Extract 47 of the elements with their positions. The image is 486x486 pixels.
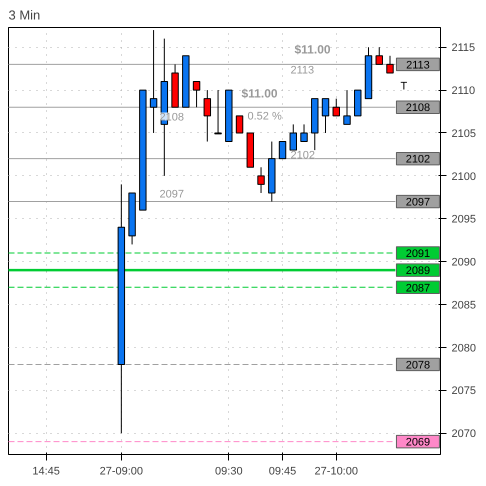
y-tick-label: 2075 xyxy=(452,385,476,398)
candlestick xyxy=(204,90,212,142)
candlestick xyxy=(257,166,265,194)
annotation: $11.00 xyxy=(294,42,331,56)
candlestick xyxy=(192,81,200,108)
ref-line-label: 2113 xyxy=(406,59,430,72)
y-tick-label: 2095 xyxy=(452,214,476,226)
y-tick-label: 2085 xyxy=(452,299,476,312)
candlestick xyxy=(300,124,308,142)
x-tick-label: 09:45 xyxy=(268,466,296,478)
x-tick-label: 09:30 xyxy=(215,466,243,478)
y-tick-label: 2110 xyxy=(452,85,476,98)
candlestick xyxy=(322,98,330,134)
ref-line-label: 2102 xyxy=(406,154,430,166)
annotation: 2113 xyxy=(290,64,314,76)
y-tick-label: 2115 xyxy=(452,42,476,54)
candlestick xyxy=(290,124,297,151)
chart-title: 3 Min xyxy=(8,8,40,22)
y-tick-label: 2080 xyxy=(452,342,476,354)
y-tick-label: 2090 xyxy=(452,256,476,269)
candlestick xyxy=(278,141,286,160)
annotation: 2102 xyxy=(290,150,315,162)
ref-line-label: 2091 xyxy=(406,248,430,260)
x-tick-label: 14:45 xyxy=(32,466,60,478)
y-tick-label: 2100 xyxy=(452,170,476,183)
ref-line-label: 2069 xyxy=(406,436,430,449)
ref-line-label: 2089 xyxy=(406,265,430,278)
candlestick xyxy=(236,115,244,134)
ref-line-label: 2078 xyxy=(406,359,430,372)
candlestick xyxy=(343,90,351,125)
candlestick xyxy=(332,98,340,116)
candlestick xyxy=(150,30,158,134)
ref-line-label: 2108 xyxy=(406,102,430,114)
candlestick xyxy=(376,46,383,65)
ref-line-label: 2097 xyxy=(406,196,430,209)
annotation: 2097 xyxy=(160,188,184,200)
y-tick-label: 2105 xyxy=(452,128,476,140)
annotation: 2108 xyxy=(160,112,184,124)
text: T xyxy=(400,80,408,92)
candlestick xyxy=(386,55,394,74)
x-tick-label: 27-09:00 xyxy=(100,466,144,478)
y-tick-label: 2070 xyxy=(452,428,476,440)
annotation: 0.52 % xyxy=(248,110,282,122)
annotation: $11.00 xyxy=(242,86,278,100)
ref-line-label: 2087 xyxy=(406,282,430,294)
candlestick xyxy=(214,90,222,134)
x-tick-label: 27-10:00 xyxy=(314,466,358,478)
